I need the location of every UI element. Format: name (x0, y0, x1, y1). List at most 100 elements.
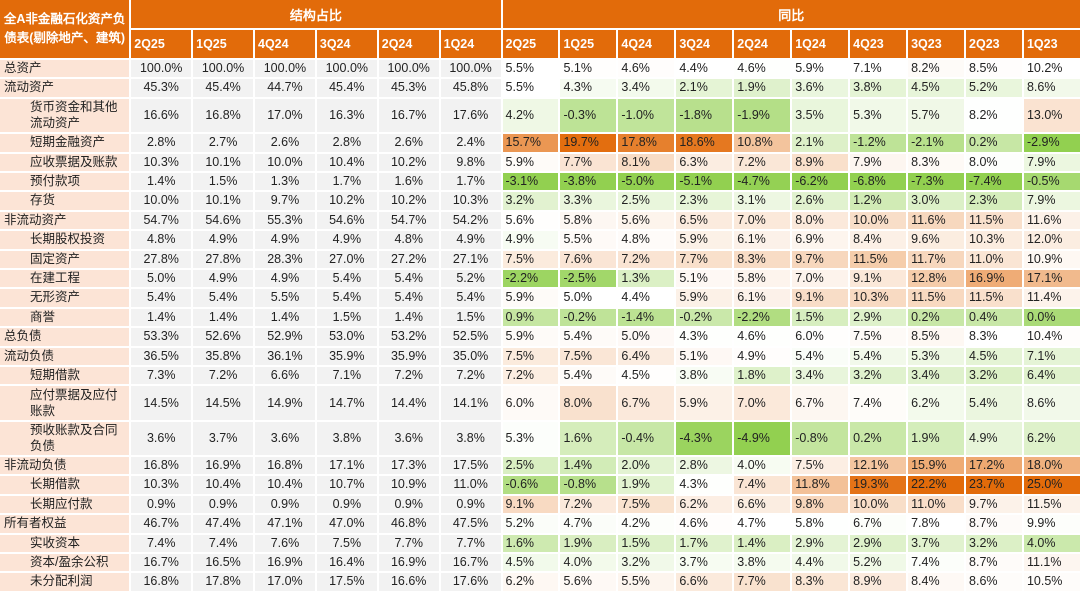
structure-cell: 3.6% (131, 421, 192, 455)
yoy-heatmap-cell: 7.4% (850, 386, 907, 420)
yoy-heatmap-cell: 5.5% (502, 79, 559, 97)
yoy-heatmap-cell: 3.4% (908, 366, 965, 385)
yoy-heatmap-cell: 0.2% (908, 308, 965, 327)
yoy-heatmap-cell: 1.6% (502, 534, 559, 553)
yoy-heatmap-cell: -0.4% (618, 421, 675, 455)
structure-cell: 10.7% (316, 476, 377, 494)
yoy-heatmap-cell: 8.1% (618, 153, 675, 171)
row-label: 长期应付款 (0, 495, 130, 514)
row-label: 预付款项 (0, 172, 130, 191)
row-label: 长期股权投资 (0, 231, 130, 249)
yoy-heatmap-cell: 2.1% (792, 134, 849, 152)
structure-cell: 55.3% (255, 211, 315, 230)
table-row: 所有者权益 46.7% 47.4% 47.1% 47.0% 46.8% 47.5% 5.2% 4… (0, 515, 1080, 533)
structure-cell: 5.4% (378, 289, 439, 307)
yoy-heatmap-cell: 11.5% (1023, 495, 1080, 514)
group-header-structure: 结构占比 (131, 0, 501, 28)
yoy-heatmap-cell: 7.5% (618, 495, 675, 514)
yoy-heatmap-cell: 3.2% (966, 366, 1022, 385)
yoy-column-header: 4Q23 (850, 30, 907, 58)
yoy-heatmap-cell: 5.9% (676, 386, 733, 420)
yoy-heatmap-cell: 7.5% (560, 347, 617, 365)
structure-column-header: 4Q24 (255, 30, 315, 58)
structure-cell: 10.1% (193, 153, 253, 171)
structure-cell: 1.7% (316, 172, 377, 191)
yoy-heatmap-cell: 0.0% (1023, 308, 1080, 327)
yoy-heatmap-cell: 8.0% (966, 153, 1022, 171)
yoy-column-header: 2Q23 (966, 30, 1022, 58)
yoy-heatmap-cell: -3.8% (560, 172, 617, 191)
yoy-heatmap-cell: 9.1% (850, 269, 907, 288)
structure-cell: 1.4% (131, 308, 192, 327)
yoy-heatmap-cell: 5.1% (560, 60, 617, 78)
yoy-heatmap-cell: 5.5% (618, 573, 675, 591)
yoy-heatmap-cell: 11.7% (908, 250, 965, 268)
yoy-heatmap-cell: 3.6% (792, 79, 849, 97)
yoy-heatmap-cell: 7.5% (502, 250, 559, 268)
structure-cell: 47.0% (316, 515, 377, 533)
yoy-heatmap-cell: 4.5% (966, 347, 1022, 365)
row-label: 非流动资产 (0, 211, 130, 230)
yoy-heatmap-cell: 3.8% (734, 554, 791, 572)
structure-cell: 17.5% (316, 573, 377, 591)
structure-cell: 16.5% (193, 554, 253, 572)
yoy-heatmap-cell: 4.0% (1023, 534, 1080, 553)
yoy-heatmap-cell: 6.6% (734, 495, 791, 514)
yoy-heatmap-cell: 10.8% (734, 134, 791, 152)
yoy-heatmap-cell: 8.6% (966, 573, 1022, 591)
structure-cell: 46.7% (131, 515, 192, 533)
structure-cell: 10.2% (378, 192, 439, 210)
yoy-heatmap-cell: 7.9% (850, 153, 907, 171)
yoy-heatmap-cell: 8.9% (792, 153, 849, 171)
structure-cell: 27.0% (316, 250, 377, 268)
yoy-heatmap-cell: 8.3% (908, 153, 965, 171)
structure-cell: 44.7% (255, 79, 315, 97)
yoy-heatmap-cell: -0.8% (560, 476, 617, 494)
row-label: 总负债 (0, 328, 130, 346)
row-label: 资本/盈余公积 (0, 554, 130, 572)
table-row: 短期金融资产 2.8% 2.7% 2.6% 2.8% 2.6% 2.4% 15.7% 19.7%… (0, 134, 1080, 152)
table-row: 预付款项 1.4% 1.5% 1.3% 1.7% 1.6% 1.7% -3.1% -3.8% -5… (0, 172, 1080, 191)
structure-cell: 2.6% (378, 134, 439, 152)
structure-cell: 36.1% (255, 347, 315, 365)
structure-cell: 5.2% (440, 269, 501, 288)
structure-cell: 53.3% (131, 328, 192, 346)
structure-cell: 17.8% (193, 573, 253, 591)
yoy-heatmap-cell: 1.4% (560, 456, 617, 475)
yoy-heatmap-cell: 11.6% (1023, 211, 1080, 230)
yoy-heatmap-cell: 2.3% (676, 192, 733, 210)
yoy-heatmap-cell: 4.4% (792, 554, 849, 572)
structure-cell: 7.3% (131, 366, 192, 385)
yoy-heatmap-cell: 7.7% (734, 573, 791, 591)
structure-cell: 52.6% (193, 328, 253, 346)
yoy-heatmap-cell: -1.2% (850, 134, 907, 152)
yoy-heatmap-cell: 3.2% (850, 366, 907, 385)
yoy-heatmap-cell: 1.7% (676, 534, 733, 553)
yoy-heatmap-cell: 4.0% (734, 456, 791, 475)
structure-cell: 7.4% (193, 534, 253, 553)
structure-cell: 14.5% (131, 386, 192, 420)
yoy-heatmap-cell: 4.4% (618, 289, 675, 307)
yoy-heatmap-cell: 5.4% (560, 366, 617, 385)
structure-cell: 2.8% (316, 134, 377, 152)
yoy-heatmap-cell: 5.6% (618, 211, 675, 230)
structure-cell: 16.9% (378, 554, 439, 572)
yoy-heatmap-cell: 6.2% (1023, 421, 1080, 455)
yoy-heatmap-cell: 2.5% (618, 192, 675, 210)
yoy-heatmap-cell: 6.0% (792, 328, 849, 346)
yoy-heatmap-cell: 6.4% (618, 347, 675, 365)
yoy-heatmap-cell: -1.8% (676, 98, 733, 133)
yoy-heatmap-cell: 10.4% (1023, 328, 1080, 346)
structure-column-header: 2Q24 (378, 30, 439, 58)
structure-cell: 14.5% (193, 386, 253, 420)
yoy-heatmap-cell: 9.6% (908, 231, 965, 249)
structure-cell: 10.9% (378, 476, 439, 494)
structure-cell: 9.8% (440, 153, 501, 171)
yoy-heatmap-cell: 8.3% (966, 328, 1022, 346)
structure-cell: 17.0% (255, 98, 315, 133)
table-row: 流动负债 36.5% 35.8% 36.1% 35.9% 35.9% 35.0% 7.5% 7.… (0, 347, 1080, 365)
structure-cell: 9.7% (255, 192, 315, 210)
yoy-heatmap-cell: 6.4% (1023, 366, 1080, 385)
yoy-heatmap-cell: -0.3% (560, 98, 617, 133)
yoy-heatmap-cell: 1.9% (560, 534, 617, 553)
